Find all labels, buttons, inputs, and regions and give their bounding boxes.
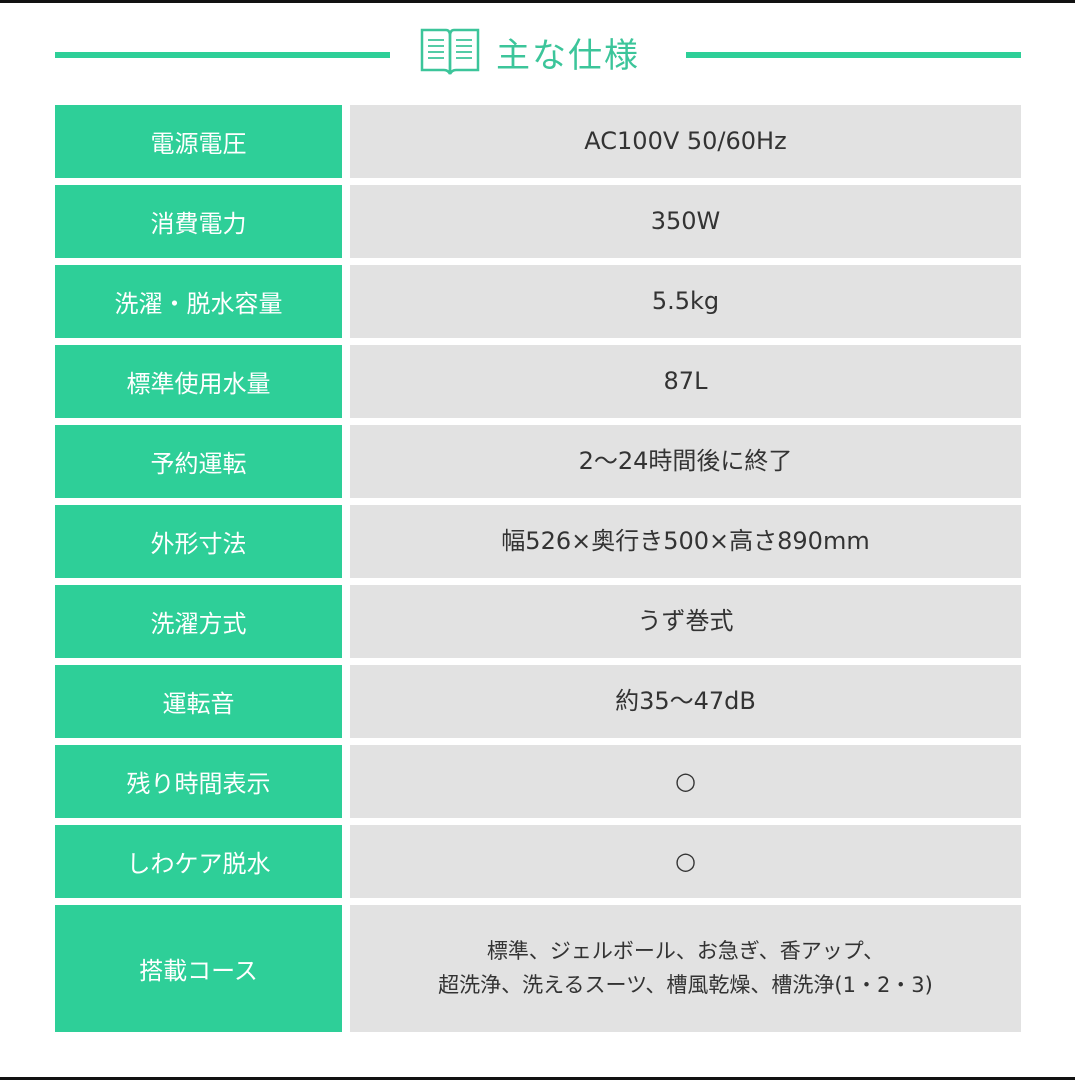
spec-value: 5.5kg [350,265,1021,338]
spec-value-line: ○ [675,847,696,876]
spec-label: 洗濯・脱水容量 [55,265,342,338]
spec-value: AC100V 50/60Hz [350,105,1021,178]
top-border [0,0,1075,3]
open-book-icon [420,28,480,75]
spec-row: 電源電圧 AC100V 50/60Hz [55,105,1021,178]
divider-left [55,52,390,58]
spec-label: 消費電力 [55,185,342,258]
spec-label: 電源電圧 [55,105,342,178]
spec-row: しわケア脱水 ○ [55,825,1021,898]
spec-label: 洗濯方式 [55,585,342,658]
spec-value: 350W [350,185,1021,258]
spec-row: 運転音 約35～47dB [55,665,1021,738]
spec-label: 運転音 [55,665,342,738]
spec-value-line: 5.5kg [651,287,720,316]
spec-row: 搭載コース 標準、ジェルボール、お急ぎ、香アップ、 超洗浄、洗えるスーツ、槽風乾燥、… [55,905,1021,1032]
spec-label: 外形寸法 [55,505,342,578]
spec-row: 消費電力 350W [55,185,1021,258]
spec-row: 残り時間表示 ○ [55,745,1021,818]
spec-value: 標準、ジェルボール、お急ぎ、香アップ、超洗浄、洗えるスーツ、槽風乾燥、槽洗浄(1… [350,905,1021,1032]
spec-label: 搭載コース [55,905,342,1032]
spec-table: 電源電圧 AC100V 50/60Hz 消費電力 350W 洗濯・脱水容量 5.5kg 標準… [55,105,1021,1039]
spec-value-line: 2～24時間後に終了 [578,447,793,476]
spec-value: 2～24時間後に終了 [350,425,1021,498]
spec-value-line: AC100V 50/60Hz [584,127,787,156]
spec-value: 87L [350,345,1021,418]
divider-right [686,52,1021,58]
spec-value: 幅526×奥行き500×高さ890mm [350,505,1021,578]
spec-row: 標準使用水量 87L [55,345,1021,418]
spec-row: 外形寸法 幅526×奥行き500×高さ890mm [55,505,1021,578]
spec-value-line: ○ [675,767,696,796]
spec-value: ○ [350,745,1021,818]
spec-value-line: 標準、ジェルボール、お急ぎ、香アップ、 [486,938,885,963]
spec-label: 残り時間表示 [55,745,342,818]
spec-value-line: 約35～47dB [615,687,756,716]
spec-label: 予約運転 [55,425,342,498]
spec-value-line: うず巻式 [637,607,734,636]
spec-value-line: 87L [663,367,708,396]
spec-label: しわケア脱水 [55,825,342,898]
spec-label: 標準使用水量 [55,345,342,418]
bottom-border [0,1077,1075,1080]
spec-value: ○ [350,825,1021,898]
spec-row: 洗濯・脱水容量 5.5kg [55,265,1021,338]
section-header: 主な仕様 [418,26,640,78]
spec-value-line: 超洗浄、洗えるスーツ、槽風乾燥、槽洗浄(1・2・3) [438,972,933,997]
spec-row: 洗濯方式 うず巻式 [55,585,1021,658]
spec-value: 約35～47dB [350,665,1021,738]
spec-value-line: 350W [650,207,721,236]
spec-value: うず巻式 [350,585,1021,658]
spec-value-line: 幅526×奥行き500×高さ890mm [501,527,870,556]
spec-row: 予約運転 2～24時間後に終了 [55,425,1021,498]
section-title: 主な仕様 [496,35,640,76]
